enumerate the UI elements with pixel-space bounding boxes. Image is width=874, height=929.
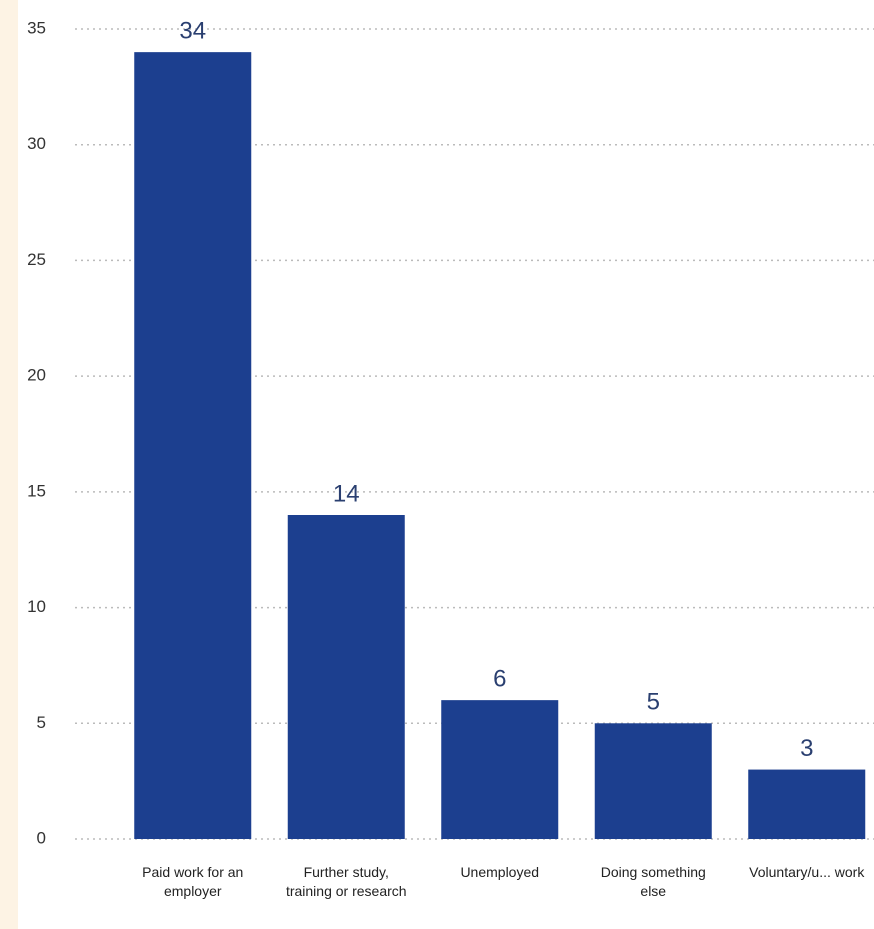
y-tick-label: 5 — [37, 713, 46, 732]
y-tick-label: 10 — [27, 597, 46, 616]
bar — [441, 700, 559, 839]
value-label: 6 — [493, 665, 506, 692]
value-label: 5 — [647, 689, 660, 716]
y-tick-label: 35 — [27, 18, 46, 37]
x-tick-label: Unemployed — [460, 864, 540, 880]
value-label: 34 — [179, 17, 206, 44]
x-tick-label: Voluntary/u... work — [749, 864, 865, 880]
bar — [748, 769, 866, 839]
bar — [287, 515, 405, 839]
x-tick-label: Doing something else — [600, 864, 706, 899]
y-tick-label: 0 — [37, 828, 46, 847]
y-tick-label: 25 — [27, 250, 46, 269]
x-tick-label: Further study, training or research — [285, 864, 407, 899]
y-tick-label: 20 — [27, 366, 46, 385]
side-strip — [0, 0, 18, 929]
bar — [134, 52, 252, 839]
y-tick-label: 15 — [27, 481, 46, 500]
value-label: 3 — [800, 735, 813, 762]
value-label: 14 — [333, 480, 360, 507]
bar — [594, 723, 712, 839]
x-tick-label: Paid work for an employer — [142, 864, 244, 899]
y-tick-label: 30 — [27, 134, 46, 153]
